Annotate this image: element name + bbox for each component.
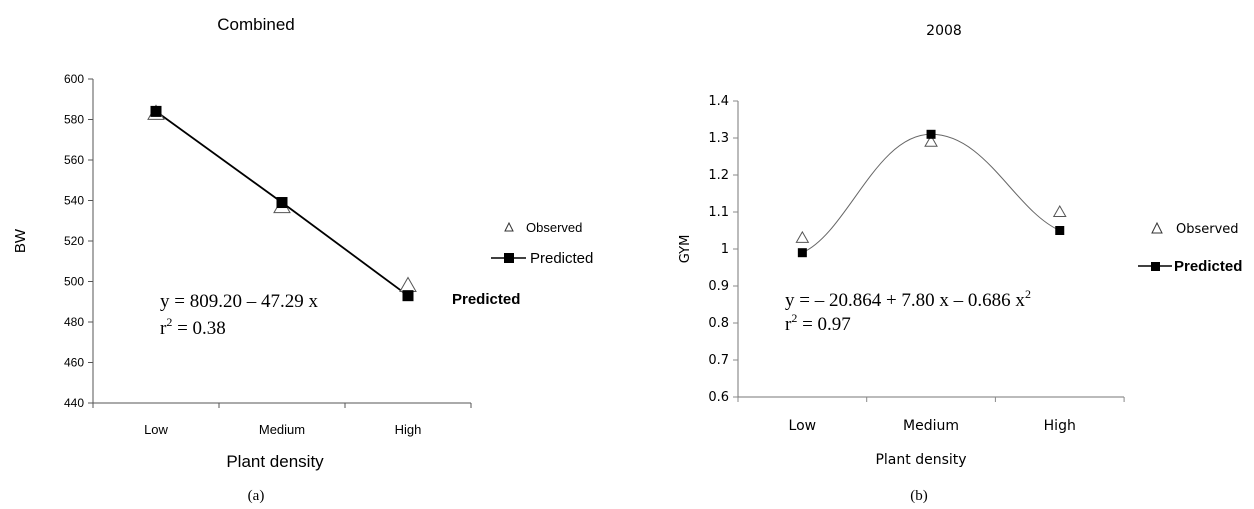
chart-b-legend-observed: Observed	[1151, 221, 1239, 237]
chart-a: Combined 440 460 480 500 520 540 560 580 600 Low…	[12, 15, 593, 504]
b-x-category-label: High	[1044, 418, 1076, 434]
b-predicted-point	[797, 248, 807, 258]
b-x-category-label: Low	[789, 418, 817, 434]
a-predicted-point	[276, 197, 288, 209]
chart-a-y-ticks: 440 460 480 500 520 540 560 580 600	[64, 72, 93, 410]
legend-square-icon	[1151, 262, 1160, 271]
chart-a-stray-predicted-label: Predicted	[452, 291, 520, 308]
b-y-tick-label: 0.9	[708, 279, 729, 294]
a-y-tick-label: 460	[64, 356, 84, 370]
chart-a-caption: (a)	[248, 488, 265, 504]
chart-a-x-axis-label: Plant density	[226, 452, 324, 471]
chart-b-legend-predicted-label: Predicted	[1174, 258, 1242, 275]
legend-triangle-icon	[1151, 221, 1163, 234]
b-y-tick-label: 0.6	[708, 390, 729, 405]
chart-b-x-ticks: Low Medium High	[737, 397, 1125, 434]
b-y-tick-label: 0.7	[708, 353, 729, 368]
b-observed-point	[1052, 204, 1067, 217]
a-y-tick-label: 560	[64, 153, 84, 167]
chart-b-points	[795, 129, 1067, 258]
chart-b-legend: Observed Predicted	[1138, 221, 1242, 275]
a-x-category-label: Low	[144, 422, 168, 437]
chart-b-y-ticks: 0.6 0.7 0.8 0.9 1 1.1 1.2 1.3 1.4	[708, 94, 738, 405]
b-observed-point	[924, 134, 938, 147]
a-x-category-label: High	[395, 422, 422, 437]
legend-square-icon	[504, 253, 514, 263]
b-y-tick-label: 1.1	[708, 205, 729, 220]
chart-b: 2008 0.6 0.7 0.8 0.9 1 1.1 1.2 1.3 1.4 Low Medium…	[678, 23, 1242, 504]
b-predicted-point	[1055, 226, 1065, 235]
a-observed-point	[399, 276, 417, 293]
a-x-category-label: Medium	[259, 422, 305, 437]
chart-a-x-ticks: Low Medium High	[92, 403, 472, 437]
a-y-tick-label: 440	[64, 396, 84, 410]
chart-b-equation: y = – 20.864 + 7.80 x – 0.686 x2	[785, 287, 1031, 311]
chart-a-title: Combined	[217, 15, 295, 34]
a-y-tick-label: 600	[64, 72, 84, 86]
chart-b-x-axis-label: Plant density	[875, 452, 966, 468]
chart-a-legend-observed: Observed	[504, 220, 582, 235]
a-y-tick-label: 480	[64, 315, 84, 329]
chart-a-y-axis-label: BW	[12, 228, 29, 253]
a-y-tick-label: 520	[64, 234, 84, 248]
b-predicted-point	[926, 129, 936, 139]
b-x-category-label: Medium	[903, 418, 959, 434]
a-predicted-point	[150, 105, 162, 117]
chart-a-points	[147, 104, 417, 302]
a-y-tick-label: 540	[64, 194, 84, 208]
b-y-tick-label: 1.3	[708, 131, 729, 146]
chart-a-equation: y = 809.20 – 47.29 x	[160, 291, 318, 312]
a-y-tick-label: 580	[64, 113, 84, 127]
b-fit-curve-path	[802, 133, 1060, 254]
b-y-tick-label: 1	[721, 242, 729, 257]
chart-b-y-axis-label: GYM	[678, 235, 693, 264]
chart-b-r2: r2 = 0.97	[785, 311, 851, 335]
chart-a-legend: Observed Predicted	[491, 220, 593, 267]
a-predicted-point	[402, 290, 414, 302]
b-observed-point	[795, 230, 810, 243]
chart-b-title: 2008	[926, 23, 962, 39]
chart-a-legend-observed-label: Observed	[526, 220, 582, 235]
chart-b-caption: (b)	[910, 488, 928, 504]
b-y-tick-label: 1.2	[708, 168, 729, 183]
chart-a-legend-predicted-label: Predicted	[530, 250, 593, 267]
chart-a-r2: r2 = 0.38	[160, 315, 226, 339]
b-y-tick-label: 0.8	[708, 316, 729, 331]
chart-b-fit-curve	[802, 133, 1060, 254]
chart-a-legend-predicted: Predicted	[491, 250, 593, 267]
legend-triangle-icon	[504, 221, 514, 232]
chart-b-legend-predicted: Predicted	[1138, 258, 1242, 275]
a-y-tick-label: 500	[64, 275, 84, 289]
b-y-tick-label: 1.4	[708, 94, 729, 109]
chart-b-legend-observed-label: Observed	[1176, 222, 1239, 237]
